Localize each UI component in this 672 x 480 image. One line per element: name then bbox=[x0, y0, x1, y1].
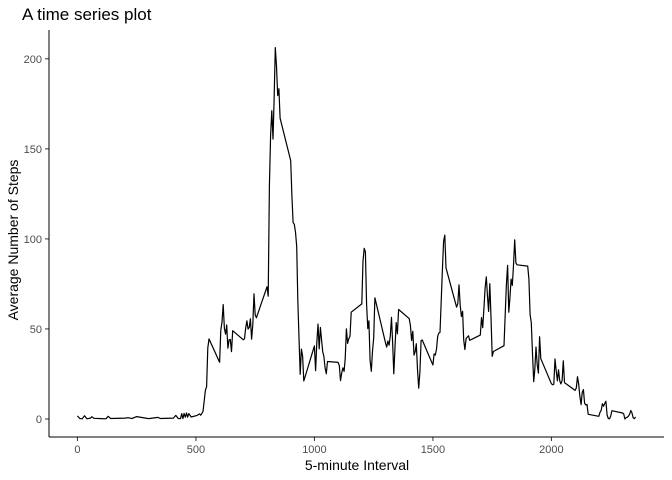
chart-title: A time series plot bbox=[22, 5, 152, 24]
y-axis-ticks: 0 50 100 150 200 bbox=[24, 54, 49, 426]
x-tick-label: 500 bbox=[187, 444, 205, 456]
y-tick-label: 100 bbox=[24, 234, 42, 246]
x-tick-label: 0 bbox=[74, 444, 80, 456]
y-tick-label: 150 bbox=[24, 144, 42, 156]
series-layer bbox=[76, 46, 637, 420]
x-axis-ticks: 0 500 1000 1500 2000 bbox=[74, 437, 564, 456]
series-line bbox=[76, 46, 637, 420]
y-tick-label: 50 bbox=[30, 324, 42, 336]
x-tick-label: 1000 bbox=[302, 444, 326, 456]
x-tick-label: 1500 bbox=[421, 444, 445, 456]
y-axis-title: Average Number of Steps bbox=[5, 160, 21, 321]
x-tick-label: 2000 bbox=[539, 444, 563, 456]
x-axis-title: 5-minute Interval bbox=[305, 457, 409, 473]
y-tick-label: 0 bbox=[36, 414, 42, 426]
y-tick-label: 200 bbox=[24, 54, 42, 66]
